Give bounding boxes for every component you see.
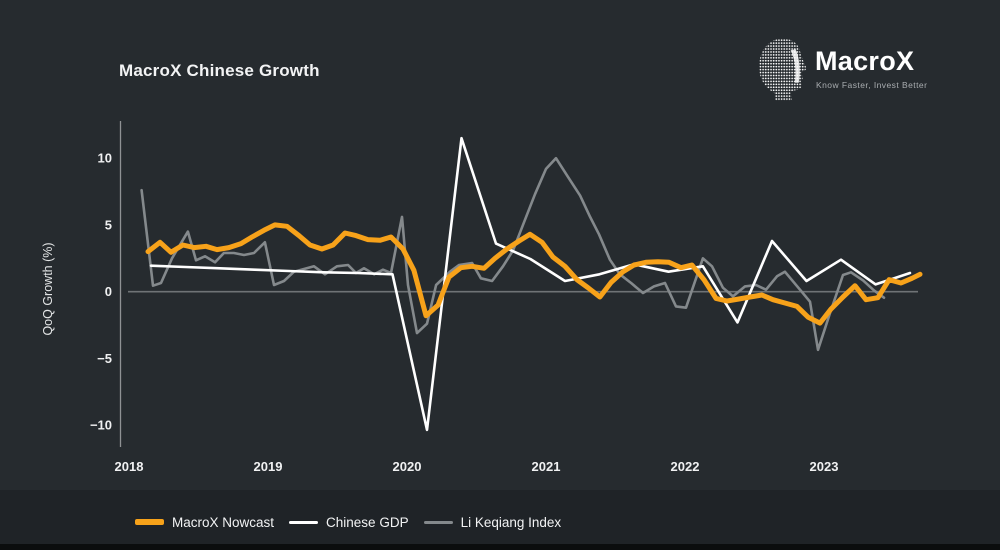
y-tick-label: 0 <box>105 284 112 299</box>
series-line-li-keqiang-index <box>140 156 886 352</box>
legend-swatch <box>289 520 319 524</box>
y-tick-label: −5 <box>97 351 112 366</box>
logo-text-main: Macro <box>815 46 897 76</box>
macrox-logo: MacroX Know Faster, Invest Better <box>753 36 953 102</box>
dotted-head-logo-icon <box>759 38 807 101</box>
x-tick-label: 2022 <box>671 459 700 474</box>
series-line-chinese-gdp <box>149 136 912 432</box>
legend-label: Li Keqiang Index <box>460 514 562 530</box>
legend-item-li-keqiang-index: Li Keqiang Index <box>423 514 562 530</box>
y-tick-label: 5 <box>105 217 112 232</box>
x-tick-label: 2021 <box>532 459 561 474</box>
x-tick-label: 2023 <box>810 459 839 474</box>
series-line-macrox-nowcast <box>145 222 923 326</box>
logo-text-accent: X <box>896 46 915 76</box>
y-tick-label: 10 <box>98 151 112 166</box>
legend-label: MacroX Nowcast <box>172 514 275 530</box>
x-tick-label: 2020 <box>393 459 422 474</box>
logo-wordmark: MacroX <box>815 48 914 75</box>
logo-tagline: Know Faster, Invest Better <box>816 80 928 90</box>
legend-item-macrox-nowcast: MacroX Nowcast <box>135 515 274 530</box>
bottom-edge <box>0 544 1000 550</box>
chart-title: MacroX Chinese Growth <box>119 61 320 80</box>
legend-swatch <box>135 519 164 525</box>
legend-swatch <box>423 520 453 524</box>
chart-legend: MacroX Nowcast Chinese GDP Li Keqiang Inde… <box>135 511 561 533</box>
x-tick-label: 2019 <box>254 459 283 474</box>
footer-band <box>0 490 1000 550</box>
legend-item-chinese-gdp: Chinese GDP <box>289 515 409 530</box>
legend-label: Chinese GDP <box>326 514 409 530</box>
y-tick-label: −10 <box>90 418 112 433</box>
x-tick-label: 2018 <box>115 459 144 474</box>
y-axis-label: QoQ Growth (%) <box>41 242 55 336</box>
